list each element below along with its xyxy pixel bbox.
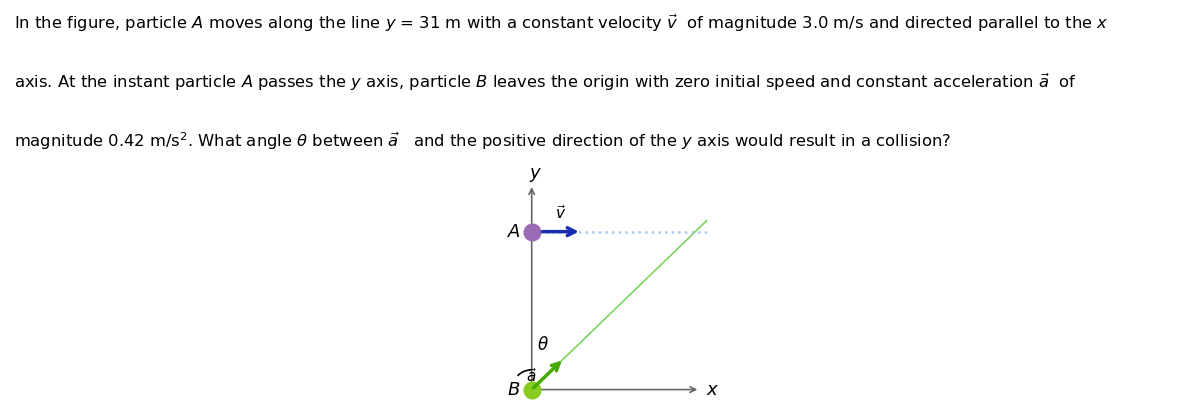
Text: axis. At the instant particle $A$ passes the $y$ axis, particle $B$ leaves the o: axis. At the instant particle $A$ passes… <box>14 72 1078 93</box>
Text: $\theta$: $\theta$ <box>536 336 548 354</box>
Text: B: B <box>508 381 520 399</box>
Text: In the figure, particle $A$ moves along the line $y$ = 31 m with a constant velo: In the figure, particle $A$ moves along … <box>14 13 1109 34</box>
Text: $\vec{v}$: $\vec{v}$ <box>556 204 566 222</box>
Text: y: y <box>529 164 540 182</box>
Text: $\vec{a}$: $\vec{a}$ <box>526 367 536 385</box>
Text: A: A <box>508 223 520 241</box>
Text: magnitude 0.42 m/s$^2$. What angle $\theta$ between $\vec{a}$   and the positive: magnitude 0.42 m/s$^2$. What angle $\the… <box>14 131 952 152</box>
Text: x: x <box>707 381 718 399</box>
